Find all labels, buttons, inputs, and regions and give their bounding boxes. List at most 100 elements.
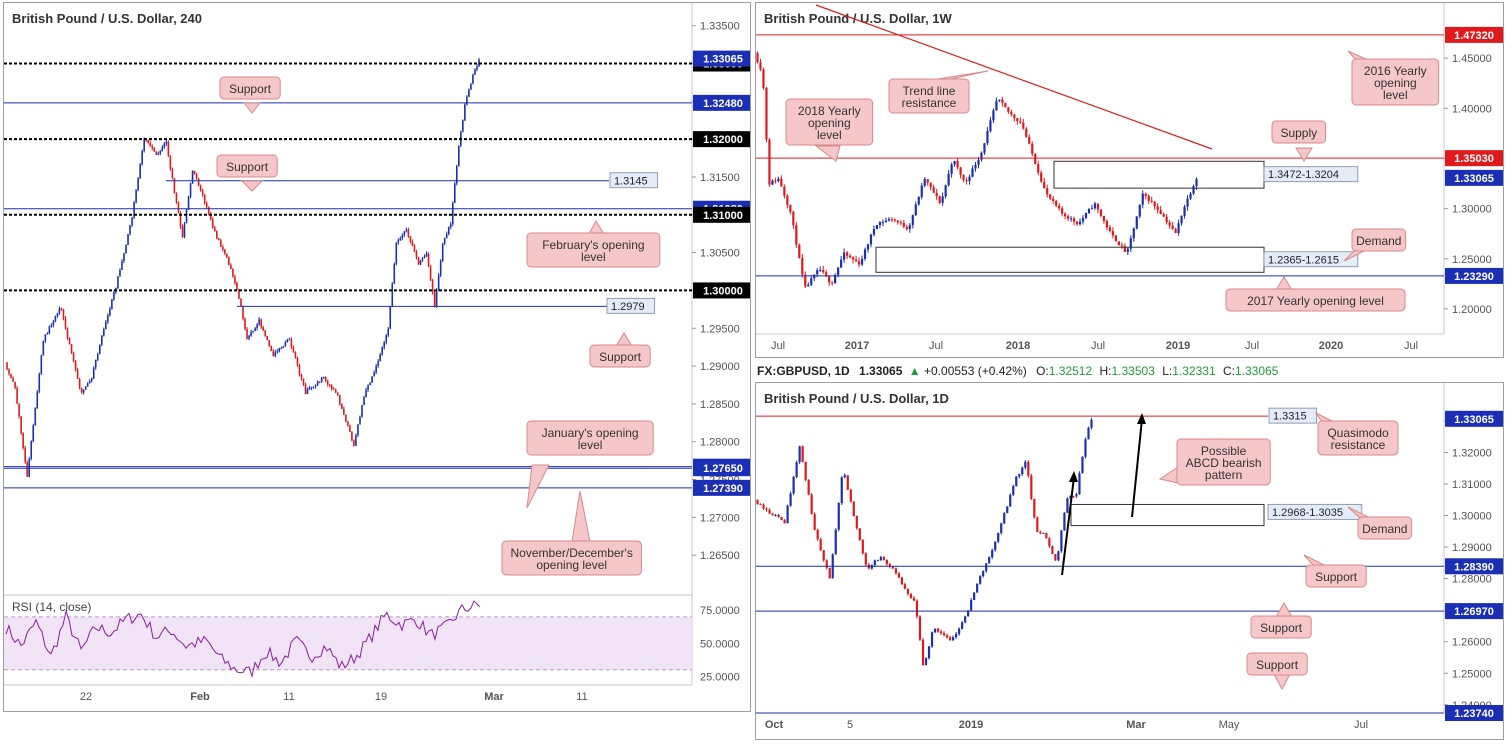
candle-body bbox=[950, 164, 953, 174]
arrow-head-icon bbox=[1137, 413, 1146, 424]
y-tick-label: 1.25000 bbox=[1452, 254, 1492, 266]
callout-abcd-box bbox=[1176, 438, 1271, 486]
candle-body bbox=[801, 257, 804, 275]
candle-body bbox=[756, 53, 759, 63]
callout-support-2: Support bbox=[1260, 621, 1303, 635]
candle-body bbox=[866, 244, 870, 250]
candle-body bbox=[917, 197, 920, 205]
candle-body bbox=[88, 381, 91, 384]
weekly-chart[interactable]: British Pound / U.S. Dollar, 1W 1.45000 1.… bbox=[756, 3, 1503, 357]
callout-february-opening-box bbox=[526, 232, 661, 268]
candle-body bbox=[135, 189, 137, 203]
candle-body bbox=[964, 616, 967, 623]
x-tick-label: 2019 bbox=[959, 719, 983, 731]
candle-body bbox=[980, 152, 983, 160]
candle-body bbox=[147, 140, 149, 143]
candle-body bbox=[1015, 476, 1018, 487]
candle-body bbox=[207, 207, 210, 214]
candle-body bbox=[109, 308, 111, 316]
candle-body bbox=[125, 244, 127, 254]
candle-body bbox=[445, 234, 448, 239]
candle-body bbox=[181, 226, 184, 237]
candle-body bbox=[807, 284, 810, 287]
candle-body bbox=[256, 324, 258, 329]
x-tick-label: Jul bbox=[1354, 719, 1368, 731]
candle-body bbox=[998, 99, 1001, 101]
candle-body bbox=[330, 385, 333, 389]
candle-body bbox=[165, 141, 168, 144]
candle-body bbox=[298, 365, 301, 375]
candle-body bbox=[828, 567, 831, 579]
candle-body bbox=[843, 252, 846, 260]
y-tick-label: 1.26000 bbox=[1452, 637, 1492, 649]
y-tick-label: 1.29500 bbox=[700, 323, 740, 335]
candle-body bbox=[48, 326, 51, 334]
candle-body bbox=[171, 169, 174, 179]
candle-body bbox=[869, 234, 873, 245]
candle-body bbox=[798, 446, 801, 463]
candle-body bbox=[988, 557, 991, 564]
candle-body bbox=[858, 528, 861, 540]
chart-title: British Pound / U.S. Dollar, 240 bbox=[12, 11, 202, 26]
price-tag bbox=[1445, 705, 1503, 722]
candle-body bbox=[98, 344, 101, 354]
candle-body bbox=[924, 658, 928, 666]
y-tick-label: 1.28000 bbox=[1452, 574, 1492, 586]
candle-body bbox=[119, 269, 121, 277]
ohlc-o-label: O: bbox=[1036, 364, 1049, 378]
candle-body bbox=[209, 213, 212, 220]
candle-body bbox=[1045, 532, 1048, 539]
candle-body bbox=[970, 600, 973, 611]
candle-body bbox=[828, 276, 831, 283]
daily-chart[interactable]: British Pound / U.S. Dollar, 1D1.330001.… bbox=[756, 383, 1503, 739]
callout-abcd-pointer bbox=[1158, 466, 1179, 484]
candle-body bbox=[759, 503, 762, 505]
candle-body bbox=[819, 269, 822, 271]
last-price-tag bbox=[693, 50, 750, 67]
candle-body bbox=[1165, 216, 1168, 223]
candle-body bbox=[252, 330, 254, 332]
candle-body bbox=[143, 139, 145, 152]
candle-body bbox=[179, 213, 182, 227]
candle-body bbox=[169, 155, 172, 170]
candle-body bbox=[363, 396, 365, 406]
candle-body bbox=[151, 146, 154, 149]
candle-body bbox=[310, 386, 313, 388]
candle-body bbox=[982, 570, 985, 577]
candle-body bbox=[942, 633, 946, 636]
candle-body bbox=[433, 292, 436, 307]
candle-body bbox=[765, 87, 768, 140]
candle-body bbox=[816, 529, 819, 540]
candle-body bbox=[349, 425, 351, 432]
daily-chart-panel[interactable]: British Pound / U.S. Dollar, 1D1.330001.… bbox=[755, 382, 1504, 740]
candle-body bbox=[1171, 225, 1174, 229]
candle-body bbox=[837, 502, 840, 530]
candle-body bbox=[68, 337, 71, 345]
callout-support-1-pointer bbox=[242, 102, 262, 114]
price-tag bbox=[693, 460, 750, 477]
candle-body bbox=[986, 131, 989, 144]
h4-chart-panel[interactable]: British Pound / U.S. Dollar, 240 1.33500 1… bbox=[3, 2, 751, 712]
candle-body bbox=[6, 362, 8, 370]
candle-body bbox=[930, 632, 934, 647]
x-tick-label: 2019 bbox=[1166, 340, 1190, 352]
callout-quasimodo-box bbox=[1317, 420, 1399, 456]
candle-body bbox=[768, 139, 771, 185]
candle-body bbox=[381, 347, 383, 355]
candle-body bbox=[994, 541, 997, 551]
candle-body bbox=[359, 416, 361, 425]
candle-body bbox=[1018, 474, 1021, 477]
candle-body bbox=[304, 384, 307, 394]
candle-body bbox=[466, 96, 468, 105]
h4-chart[interactable]: British Pound / U.S. Dollar, 240 1.33500 1… bbox=[4, 3, 750, 711]
weekly-chart-panel[interactable]: British Pound / U.S. Dollar, 1W 1.45000 1.… bbox=[755, 2, 1504, 358]
candle-body bbox=[451, 202, 454, 225]
abcd-leg-cd bbox=[1131, 418, 1143, 518]
candle-body bbox=[383, 342, 385, 348]
candle-body bbox=[927, 646, 931, 659]
candle-body bbox=[328, 384, 331, 386]
candle-body bbox=[948, 637, 952, 641]
candle-body bbox=[795, 462, 798, 477]
candle-body bbox=[786, 505, 789, 524]
rsi-line bbox=[5, 600, 481, 679]
